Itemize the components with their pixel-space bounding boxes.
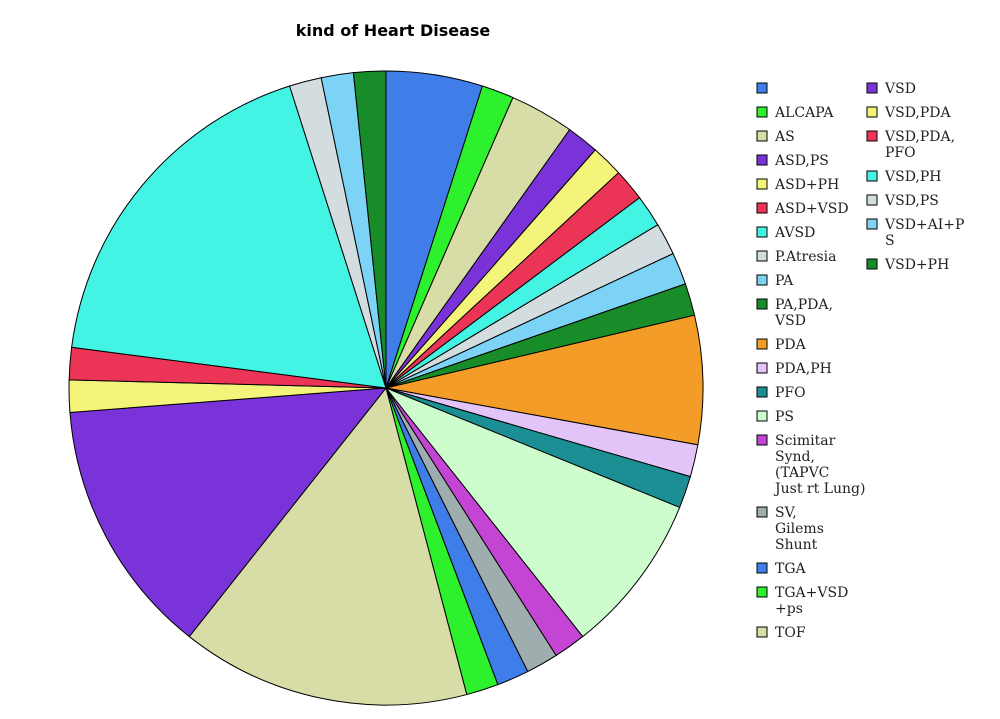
- legend-swatch-21: [866, 130, 878, 142]
- legend-swatch-1: [756, 106, 768, 118]
- legend-swatch-12: [756, 386, 768, 398]
- legend-label-23: VSD,PS: [884, 193, 939, 209]
- legend-swatch-4: [756, 178, 768, 190]
- pie-slice-10: [385, 314, 704, 446]
- legend-swatch-13: [756, 410, 768, 422]
- chart-title: kind of Heart Disease: [296, 21, 491, 40]
- legend-label-20: VSD,PDA: [884, 105, 952, 121]
- pie-slices: [68, 70, 704, 706]
- legend-swatch-2: [756, 130, 768, 142]
- legend-label-24: VSD+AI+P S: [884, 217, 964, 249]
- pie-slice-13: [384, 386, 681, 638]
- legend-label-19: VSD: [884, 81, 916, 97]
- legend-label-9: PA,PDA, VSD: [774, 297, 833, 329]
- legend-swatch-22: [866, 170, 878, 182]
- legend-label-25: VSD+PH: [884, 257, 949, 273]
- legend-label-6: AVSD: [774, 225, 815, 241]
- pie-slice-22: [71, 85, 387, 389]
- legend-swatch-10: [756, 338, 768, 350]
- legend-label-21: VSD,PDA, PFO: [884, 129, 955, 161]
- legend-label-16: TGA: [775, 561, 807, 577]
- legend-label-12: PFO: [775, 385, 806, 401]
- legend-label-11: PDA,PH: [775, 361, 832, 377]
- legend-swatch-19: [866, 82, 878, 94]
- legend-label-22: VSD,PH: [884, 169, 942, 185]
- legend-label-18: TOF: [775, 625, 806, 641]
- legend-swatch-7: [756, 250, 768, 262]
- legend-label-15: SV, Gilems Shunt: [775, 505, 824, 553]
- legend-swatch-25: [866, 258, 878, 270]
- legend-swatch-18: [756, 626, 768, 638]
- legend-swatch-16: [756, 562, 768, 574]
- legend-swatch-24: [866, 218, 878, 230]
- legend-swatch-6: [756, 226, 768, 238]
- legend-label-8: PA: [775, 273, 794, 289]
- pie-slice-25: [352, 70, 387, 389]
- legend-swatch-11: [756, 362, 768, 374]
- legend-label-7: P.Atresia: [775, 249, 837, 265]
- legend-swatch-14: [756, 434, 768, 446]
- legend-label-10: PDA: [775, 337, 807, 353]
- legend-label-17: TGA+VSD +ps: [775, 585, 848, 617]
- legend-swatch-23: [866, 194, 878, 206]
- legend-swatch-15: [756, 506, 768, 518]
- legend-swatch-17: [756, 586, 768, 598]
- legend-label-2: AS: [774, 129, 795, 145]
- legend-label-5: ASD+VSD: [774, 201, 849, 217]
- legend-label-4: ASD+PH: [774, 177, 839, 193]
- legend-label-3: ASD,PS: [774, 153, 829, 169]
- legend-swatch-5: [756, 202, 768, 214]
- pie-slice-18: [188, 386, 468, 706]
- legend-swatch-9: [756, 298, 768, 310]
- pie-slice-19: [69, 387, 388, 638]
- legend-label-14: Scimitar Synd, (TAPVC Just rt Lung): [773, 433, 865, 497]
- legend-swatch-0: [756, 82, 768, 94]
- legend-swatch-8: [756, 274, 768, 286]
- legend: ALCAPA AS ASD,PS ASD+PH ASD+VSD AVSD P.Atresia…: [756, 81, 964, 641]
- legend-label-1: ALCAPA: [774, 105, 834, 121]
- legend-label-13: PS: [775, 409, 794, 425]
- legend-swatch-3: [756, 154, 768, 166]
- legend-swatch-20: [866, 106, 878, 118]
